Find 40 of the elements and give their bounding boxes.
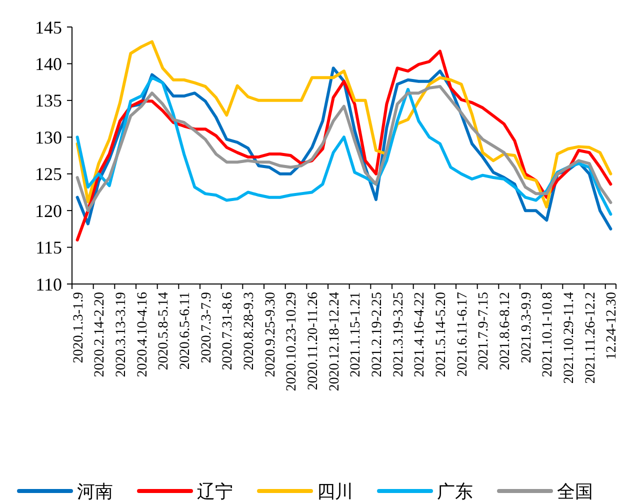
x-tick-label: 2021.10.1-10.8	[540, 292, 556, 378]
x-tick-label: 2020.7.31-8.6	[220, 292, 236, 370]
x-tick-label: 2021.2.19-2.25	[370, 292, 385, 378]
legend-label: 广东	[437, 481, 473, 502]
line-series	[76, 40, 612, 208]
x-tick-label: 2021.10.29-11.4	[562, 292, 577, 384]
x-tick-label: 2021.11.26-12.2	[583, 292, 598, 384]
x-tick-label: 2021.6.11-6.17	[455, 292, 470, 377]
x-tick-label: 2021.5.14-5.20	[434, 292, 449, 378]
x-tick-label: 2020.3.13-3.19	[114, 292, 129, 378]
x-tick-label: 2020.2.14-2.20	[92, 292, 108, 378]
x-tick-label: 2020.6.5-6.11	[178, 292, 193, 370]
y-tick-label: 130	[35, 127, 62, 148]
x-tick-label: 2021.7.9-7.15	[476, 292, 492, 370]
y-tick-label: 135	[35, 90, 62, 111]
x-tick-label: 2020.8.28-9.3	[242, 292, 257, 370]
x-tick-label: 2021.1.15-1.21	[348, 292, 364, 378]
x-tick-label: 2020.9.25-9.30	[263, 292, 278, 378]
x-tick-label: 2021.3.19-3.25	[391, 292, 406, 378]
x-tick-label: 12.24-12.30	[604, 292, 618, 360]
y-tick-label: 120	[35, 200, 62, 221]
x-tick-label: 2020.11.20-11.26	[306, 292, 321, 390]
x-tick-label: 2020.1.3-1.9	[71, 292, 86, 364]
x-tick-label: 2020.12.18-12.24	[327, 292, 342, 392]
legend-label: 河南	[77, 481, 113, 502]
legend-label: 四川	[317, 481, 353, 502]
y-tick-label: 145	[35, 17, 62, 38]
x-tick-label: 2021.4.16-4.22	[412, 292, 428, 378]
y-tick-label: 110	[36, 274, 62, 294]
x-tick-label: 2021.8.6-8.12	[498, 292, 513, 370]
x-tick-label: 2020.7.3-7.9	[199, 292, 214, 364]
y-tick-label: 140	[35, 54, 62, 74]
legend-label: 辽宁	[197, 481, 233, 502]
x-tick-label: 2021.9.3-9.9	[519, 292, 534, 364]
x-tick-label: 2020.5.8-5.14	[156, 292, 172, 370]
y-tick-label: 115	[36, 238, 62, 258]
legend-label: 全国	[557, 481, 593, 502]
x-tick-label: 2020.4.10-4.16	[135, 292, 150, 378]
x-tick-label: 2020.10.23-10.29	[284, 292, 300, 392]
y-tick-label: 125	[35, 164, 62, 184]
